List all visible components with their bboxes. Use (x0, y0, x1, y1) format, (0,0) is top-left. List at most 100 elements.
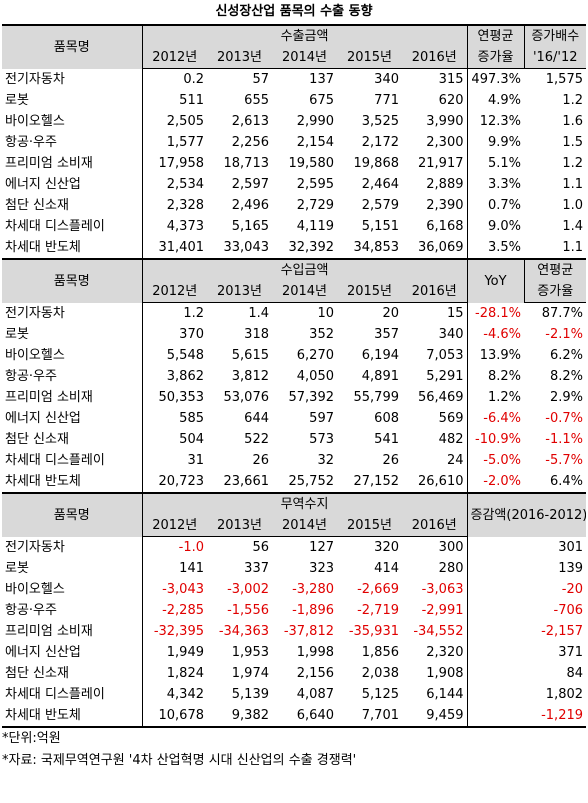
data-row: 로봇 370 318 352 357 340 -4.6% -2.1% (2, 324, 586, 345)
header-cell: 연평균 (466, 24, 524, 47)
value-cell: 4,891 (361, 369, 399, 384)
header-cell: 2012년 (141, 515, 207, 537)
value-cell: 5,151 (361, 219, 399, 234)
data-row: 로봇 511 655 675 771 620 4.9% 1.2 (2, 90, 586, 111)
header-cell: 품목명 (2, 258, 142, 303)
value-cell: -3,280 (292, 582, 334, 597)
value-cell: 771 (374, 93, 399, 108)
value-cell: 370 (141, 324, 207, 345)
item-name: 바이오헬스 (5, 348, 65, 363)
item-name: 차세대 디스플레이 (5, 219, 105, 234)
header-cell: '16/'12 (523, 47, 586, 69)
value-cell: 340 (374, 72, 399, 87)
item-name: 차세대 디스플레이 (5, 453, 105, 468)
data-row: 항공·우주 1,577 2,256 2,154 2,172 2,300 9.9% 1.5 (2, 132, 586, 153)
data-table: 품목명 수입금액 YoY 연평균 2012년 2013년 2014년 2015년 2016년 증가… (2, 258, 586, 492)
value-cell: 31,401 (141, 237, 207, 258)
value-cell: 1.4 (248, 306, 269, 321)
item-name: 차세대 반도체 (5, 474, 81, 489)
header-cell: 수입금액 (141, 258, 467, 281)
value-cell: 32,392 (288, 240, 335, 255)
data-row: 에너지 신산업 2,534 2,597 2,595 2,464 2,889 3.3% 1.1 (2, 174, 586, 195)
value-cell: 5,615 (231, 348, 269, 363)
value-cell: 141 (141, 558, 207, 579)
value-cell: 9.9% (466, 132, 524, 153)
data-row: 차세대 반도체 10,678 9,382 6,640 7,701 9,459 -1,219 (2, 705, 587, 726)
value-cell: 1.5 (562, 135, 583, 150)
value-cell: 10,678 (141, 705, 207, 726)
value-cell: -28.1% (466, 302, 524, 324)
data-table: 품목명 무역수지 증감액(2016-2012) 2012년 2013년 2014년 2015… (2, 492, 587, 726)
value-cell: 57 (252, 72, 269, 87)
value-cell: 4,050 (296, 369, 334, 384)
value-cell: 1,575 (545, 72, 583, 87)
value-cell: 655 (244, 93, 269, 108)
value-cell: -1,556 (227, 603, 269, 618)
value-cell: 2,889 (426, 177, 464, 192)
value-cell: -2,991 (421, 603, 464, 618)
value-cell: 0.7% (466, 195, 524, 216)
value-cell: -34,363 (218, 624, 269, 639)
value-cell: 6,144 (426, 687, 464, 702)
item-name: 바이오헬스 (5, 114, 65, 129)
value-cell: 2,613 (231, 114, 269, 129)
value-cell: 4,119 (296, 219, 334, 234)
value-cell: 17,958 (141, 153, 207, 174)
header-cell: 증가배수 (523, 24, 586, 47)
value-cell: 315 (438, 72, 464, 87)
header-cell: 2012년 (141, 47, 207, 69)
value-cell: 9,382 (231, 708, 269, 723)
data-row: 바이오헬스 -3,043 -3,002 -3,280 -2,669 -3,063 -20 (2, 579, 587, 600)
value-cell: 5,165 (231, 219, 269, 234)
value-cell: 2,597 (231, 177, 269, 192)
header-cell: 무역수지 (141, 492, 467, 515)
header-cell: 증가율 (466, 47, 524, 69)
header-cell: 2014년 (272, 47, 337, 69)
value-cell: 4.9% (466, 90, 524, 111)
value-cell: 504 (141, 429, 207, 450)
value-cell: 522 (244, 432, 269, 447)
value-cell: 323 (309, 561, 334, 576)
value-cell: 50,353 (141, 387, 207, 408)
value-cell: 15 (446, 306, 464, 321)
value-cell: 1,908 (426, 666, 464, 681)
value-cell: 6,640 (296, 708, 334, 723)
value-cell: -6.4% (466, 408, 524, 429)
value-cell: 2,328 (141, 195, 207, 216)
value-cell: 25,752 (288, 474, 335, 489)
value-cell: 3,525 (361, 114, 399, 129)
value-cell: 2,595 (296, 177, 334, 192)
header-cell: 증감액(2016-2012) (466, 492, 587, 537)
item-name: 전기자동차 (5, 305, 65, 321)
data-row: 항공·우주 3,862 3,812 4,050 4,891 5,291 8.2% 8.2% (2, 366, 586, 387)
value-cell: 1.1 (562, 177, 583, 192)
value-cell: 1.2 (562, 93, 583, 108)
note: *단위:억원 (2, 731, 61, 746)
data-row: 프리미엄 소비재 -32,395 -34,363 -37,812 -35,931 -34,… (2, 621, 587, 642)
value-cell: 280 (438, 561, 464, 576)
value-cell: 573 (309, 432, 334, 447)
value-cell: 1.2% (466, 387, 524, 408)
value-cell: -2,719 (357, 603, 399, 618)
value-cell: 541 (374, 432, 399, 447)
value-cell: 2,320 (426, 645, 464, 660)
header-cell: 2015년 (337, 281, 402, 303)
value-cell: 87.7% (541, 306, 583, 321)
value-cell: 13.9% (466, 345, 524, 366)
data-row: 첨단 신소재 1,824 1,974 2,156 2,038 1,908 84 (2, 663, 587, 684)
title: 신성장산업 품목의 수출 동향 (215, 4, 373, 19)
header-cell: 2014년 (272, 515, 337, 537)
value-cell: 4,373 (141, 216, 207, 237)
value-cell: 2,300 (426, 135, 464, 150)
value-cell: 1.1 (562, 240, 583, 255)
data-row: 전기자동차 1.2 1.4 10 20 15 -28.1% 87.7% (2, 302, 586, 324)
value-cell: -37,812 (283, 624, 334, 639)
value-cell: 2,038 (361, 666, 399, 681)
value-cell: 139 (466, 558, 587, 579)
value-cell: 2,390 (426, 198, 464, 213)
value-cell: 511 (141, 90, 207, 111)
item-name: 에너지 신산업 (5, 411, 81, 426)
value-cell: 5,125 (361, 687, 399, 702)
value-cell: -20 (466, 579, 587, 600)
header-cell: 2016년 (402, 515, 467, 537)
